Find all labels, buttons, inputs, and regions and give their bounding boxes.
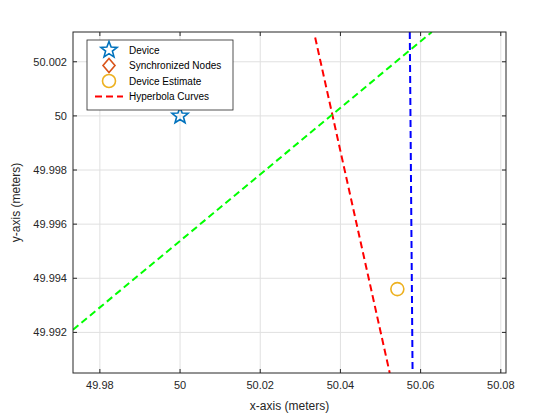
tick (340, 32, 341, 36)
tick (340, 369, 341, 373)
tick (502, 115, 506, 116)
legend-symbol (103, 59, 115, 73)
legend-label: Hyperbola Curves (129, 91, 209, 102)
plot-area (73, 32, 506, 373)
tick (73, 61, 77, 62)
tick-label: 50.06 (407, 379, 435, 391)
tick (180, 369, 181, 373)
hyperbola-curve (73, 32, 432, 330)
tick (500, 32, 501, 36)
tick (502, 332, 506, 333)
tick (180, 32, 181, 36)
tick (73, 224, 77, 225)
tick-label: 50.002 (33, 56, 67, 68)
legend-label: Device (129, 45, 160, 56)
tick (500, 369, 501, 373)
grid-line (420, 32, 421, 373)
tick (73, 115, 77, 116)
legend-symbol (101, 42, 117, 57)
tick (99, 369, 100, 373)
tick-label: 50.02 (246, 379, 274, 391)
tick (99, 32, 100, 36)
tick-label: 49.996 (33, 218, 67, 230)
chart: 49.98 50 50.02 50.04 50.06 50.08 49.992 49.994 4… (0, 0, 560, 420)
tick (73, 170, 77, 171)
tick (73, 332, 77, 333)
legend-symbol (103, 75, 116, 88)
tick-label: 49.98 (86, 379, 114, 391)
grid-line (260, 32, 261, 373)
grid-line (73, 278, 506, 279)
legend-box (87, 40, 233, 110)
tick (73, 278, 77, 279)
grid-line (73, 224, 506, 225)
tick (502, 278, 506, 279)
legend-label: Synchronized Nodes (129, 60, 221, 71)
tick-label: 50 (174, 379, 186, 391)
hyperbola-curve (410, 32, 413, 373)
tick-label: 50.08 (487, 379, 515, 391)
grid-line (340, 32, 341, 373)
tick (502, 170, 506, 171)
data-group (73, 32, 432, 373)
background (0, 0, 560, 420)
tick (420, 369, 421, 373)
tick (260, 32, 261, 36)
grid-line (73, 332, 506, 333)
tick-label: 49.998 (33, 164, 67, 176)
legend-label: Device Estimate (129, 76, 202, 87)
grid-line (73, 170, 506, 171)
tick (502, 61, 506, 62)
tick (260, 369, 261, 373)
tick-label: 50.04 (327, 379, 355, 391)
tick-label: 49.994 (33, 272, 67, 284)
legend: Device Synchronized Nodes Device Estimate H… (87, 40, 233, 110)
y-axis-label: y-axis (meters) (9, 163, 23, 242)
tick (420, 32, 421, 36)
x-axis-label: x-axis (meters) (250, 399, 329, 413)
hyperbola-curve (315, 37, 390, 373)
tick-label: 49.992 (33, 326, 67, 338)
tick (502, 224, 506, 225)
legend-symbol (95, 96, 123, 98)
grid-line (73, 115, 506, 116)
axes-frame (73, 32, 506, 373)
point (391, 283, 404, 296)
tick-label: 50 (55, 110, 67, 122)
grid-line (500, 32, 501, 373)
